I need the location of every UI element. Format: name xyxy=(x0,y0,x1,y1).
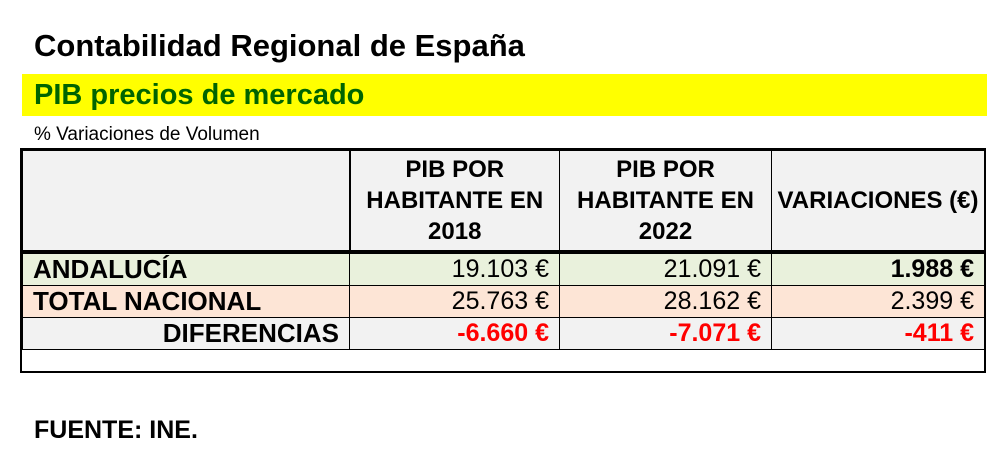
value-2022: 21.091 € xyxy=(559,251,772,286)
table-row: ANDALUCÍA 19.103 € 21.091 € 1.988 € xyxy=(22,251,985,286)
subtitle-banner: PIB precios de mercado xyxy=(22,74,987,116)
table-header-row: PIB POR HABITANTE EN 2018 PIB POR HABITA… xyxy=(22,150,985,253)
value-variacion: 2.399 € xyxy=(771,285,985,318)
value-variacion: -411 € xyxy=(771,317,985,350)
row-label: DIFERENCIAS xyxy=(22,317,350,350)
value-2018: -6.660 € xyxy=(349,317,560,350)
page-title: Contabilidad Regional de España xyxy=(34,28,525,63)
value-2018: 25.763 € xyxy=(349,285,560,318)
value-variacion: 1.988 € xyxy=(771,251,985,286)
row-label: ANDALUCÍA xyxy=(22,251,350,286)
source-note: FUENTE: INE. xyxy=(34,416,198,444)
subtitle: PIB precios de mercado xyxy=(34,79,365,111)
value-2022: -7.071 € xyxy=(559,317,772,350)
header-blank-cell xyxy=(22,150,351,253)
header-2018: PIB POR HABITANTE EN 2018 xyxy=(349,150,560,253)
value-2018: 19.103 € xyxy=(349,251,560,286)
table-row: TOTAL NACIONAL 25.763 € 28.162 € 2.399 € xyxy=(22,285,985,318)
header-variaciones: VARIACIONES (€) xyxy=(771,150,985,253)
table-caption: % Variaciones de Volumen xyxy=(34,124,260,145)
table-row: DIFERENCIAS -6.660 € -7.071 € -411 € xyxy=(22,317,985,350)
value-2022: 28.162 € xyxy=(559,285,772,318)
gdp-per-capita-table: PIB POR HABITANTE EN 2018 PIB POR HABITA… xyxy=(22,150,985,350)
header-2022: PIB POR HABITANTE EN 2022 xyxy=(559,150,772,253)
row-label: TOTAL NACIONAL xyxy=(22,285,350,318)
